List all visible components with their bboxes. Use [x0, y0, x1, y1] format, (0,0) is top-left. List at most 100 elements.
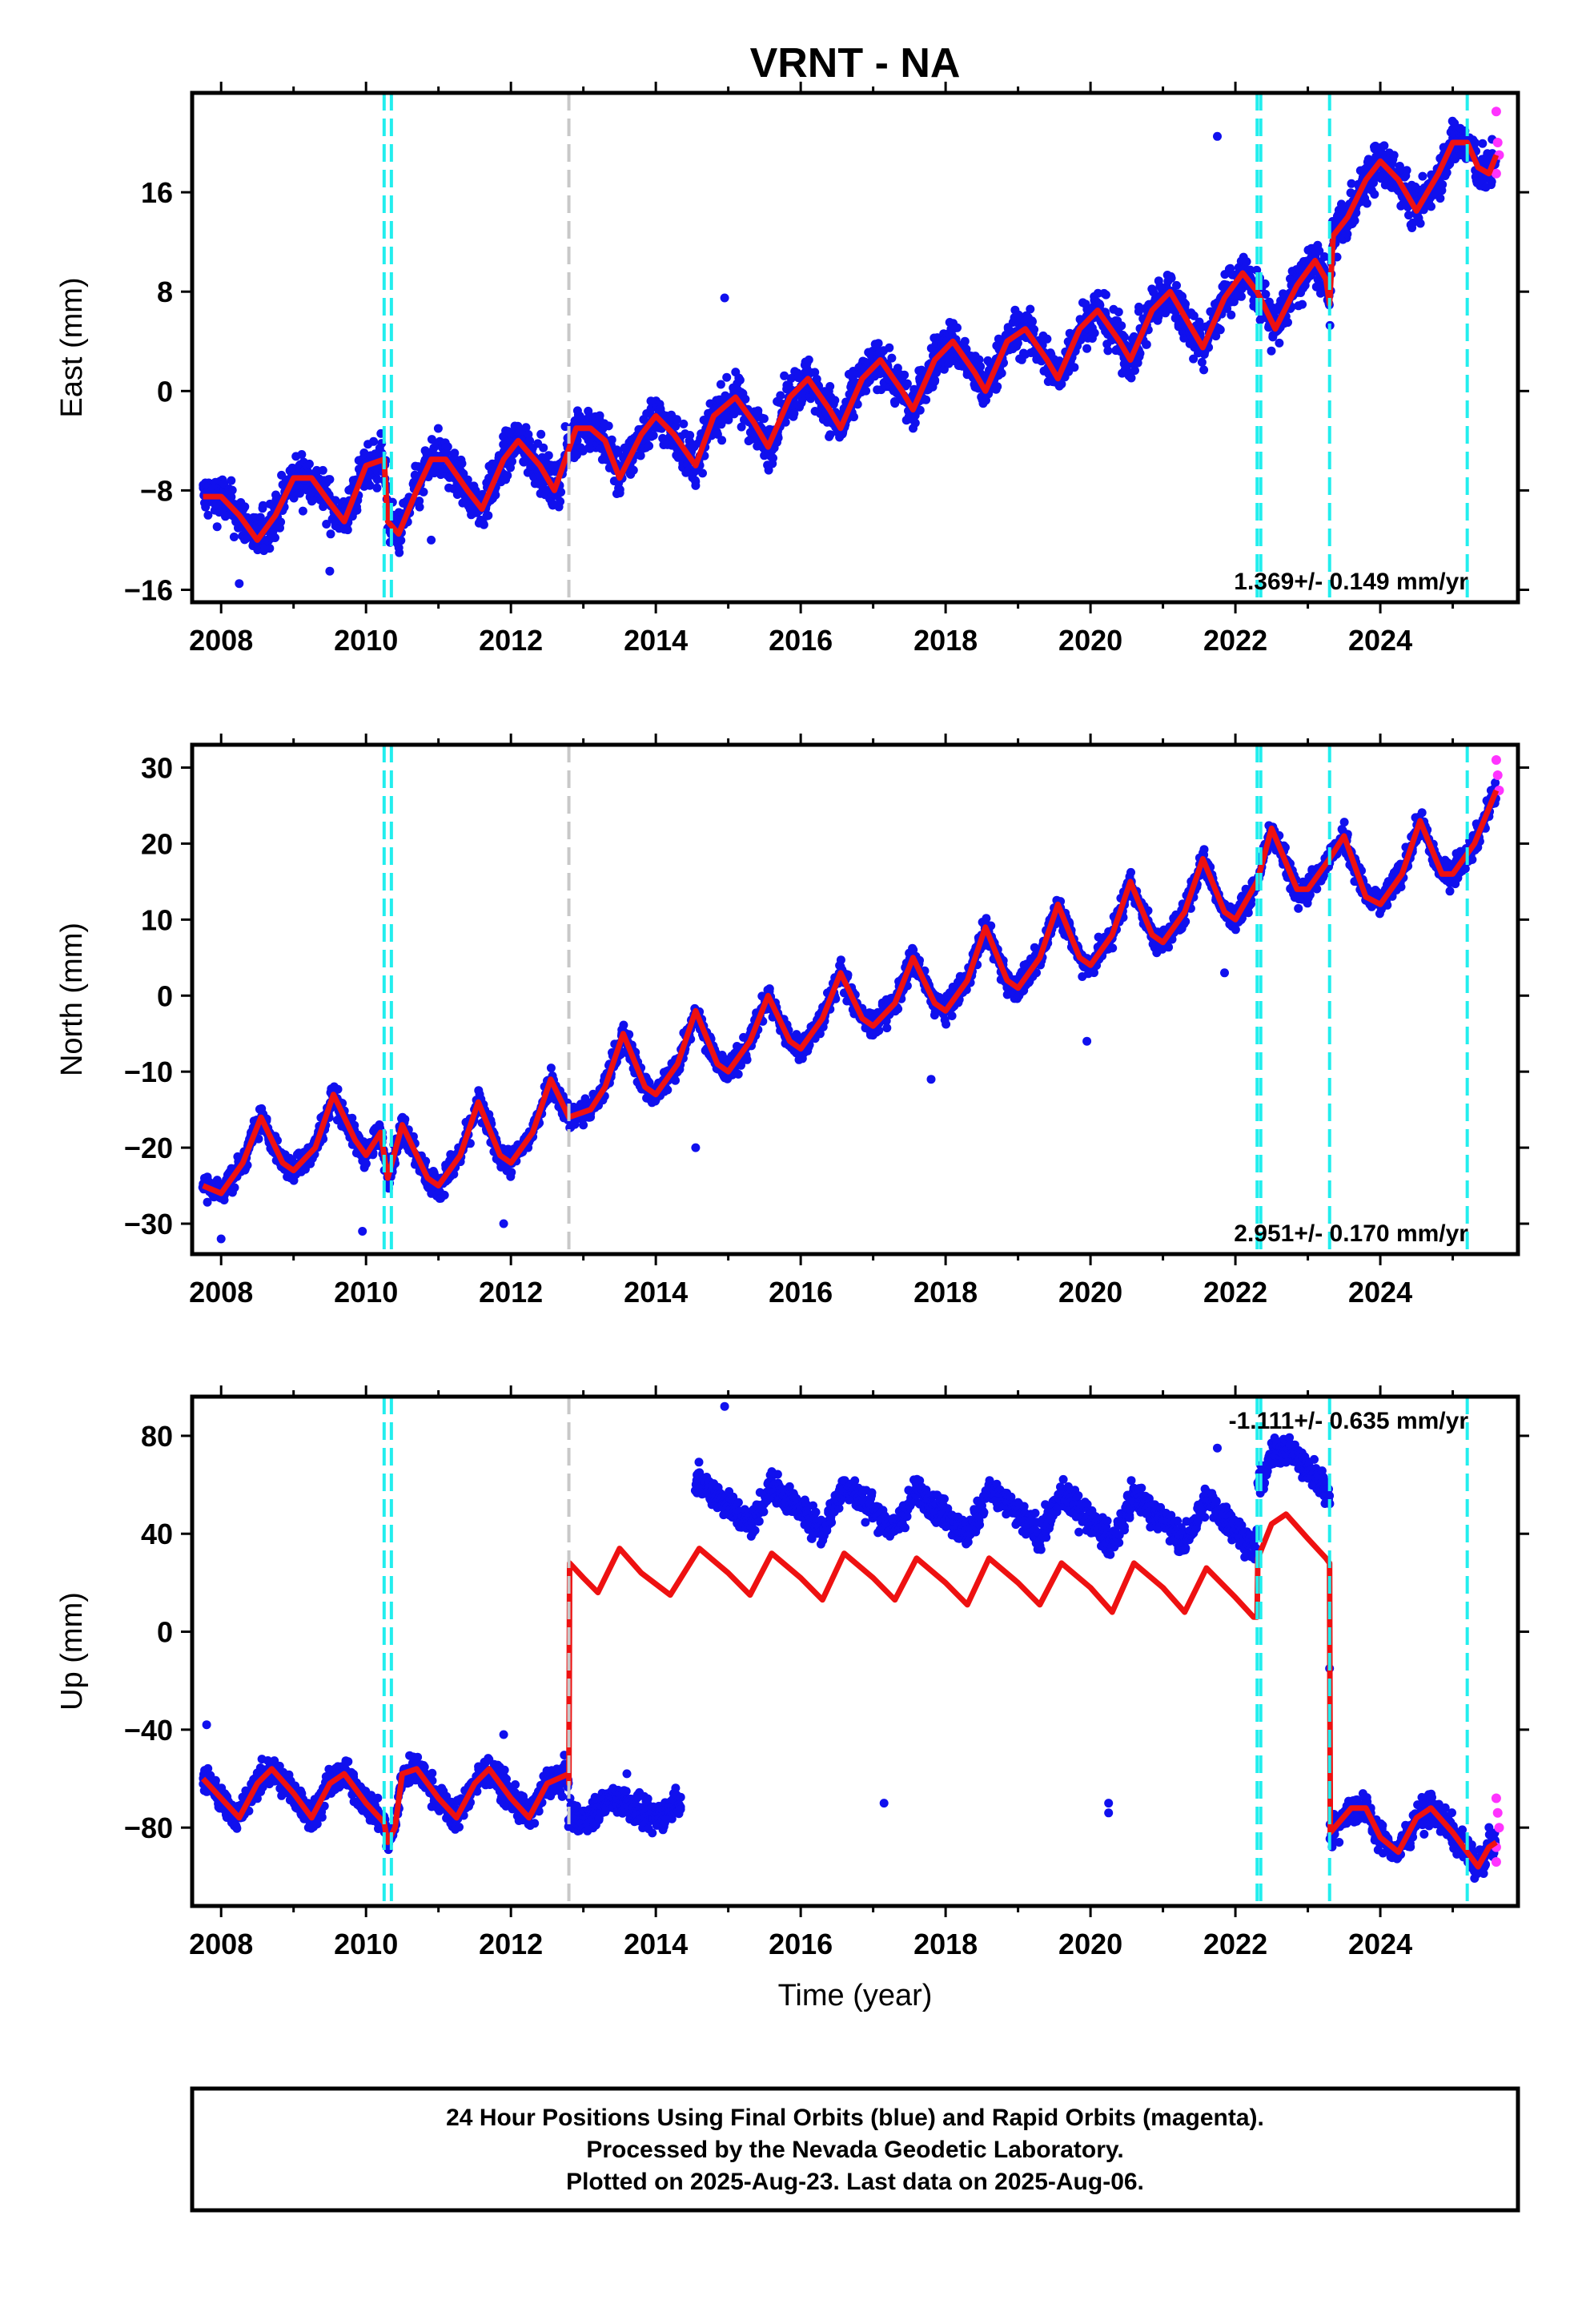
data-point — [1402, 166, 1411, 175]
data-point — [1126, 373, 1136, 383]
data-point — [395, 548, 404, 557]
data-point — [1101, 290, 1110, 300]
data-point — [322, 520, 331, 529]
data-point — [953, 323, 962, 332]
data-point — [648, 431, 658, 440]
data-point — [722, 372, 732, 382]
data-point — [1117, 321, 1126, 331]
data-point — [1197, 357, 1207, 367]
data-point — [230, 1183, 239, 1192]
data-point — [1166, 273, 1176, 283]
x-tick-label: 2012 — [479, 624, 543, 657]
data-point — [628, 465, 638, 475]
data-point — [900, 370, 909, 380]
data-point — [921, 395, 931, 404]
data-point — [861, 386, 871, 396]
data-point — [271, 533, 279, 542]
rapid-point — [1491, 107, 1501, 117]
y-axis-label: East (mm) — [55, 277, 89, 417]
data-point — [982, 914, 991, 923]
data-point — [352, 505, 362, 515]
data-point — [419, 487, 428, 497]
data-point — [942, 1019, 951, 1029]
data-point — [1435, 194, 1445, 203]
data-point — [607, 435, 616, 444]
data-point — [433, 424, 443, 433]
data-point — [507, 1168, 516, 1177]
data-point — [1350, 216, 1359, 225]
data-point — [479, 520, 488, 529]
data-point — [304, 459, 314, 468]
data-point — [887, 353, 897, 363]
data-point — [1298, 300, 1307, 309]
data-point — [331, 496, 340, 505]
data-point — [685, 431, 695, 440]
data-point — [1427, 202, 1435, 211]
data-point — [615, 485, 624, 494]
data-point — [503, 471, 512, 480]
data-point — [457, 459, 467, 468]
data-point — [365, 480, 375, 490]
data-point — [312, 465, 322, 475]
data-point — [396, 536, 406, 545]
data-point — [679, 419, 689, 428]
data-point — [1114, 308, 1123, 317]
chart-title: VRNT - NA — [750, 40, 961, 86]
y-tick-label: −16 — [124, 573, 173, 606]
data-point — [415, 497, 424, 506]
data-point — [343, 525, 352, 535]
x-tick-label: 2024 — [1348, 624, 1412, 657]
data-point — [671, 421, 681, 431]
data-point — [759, 414, 769, 424]
data-point — [372, 475, 382, 485]
data-point — [1070, 363, 1079, 372]
data-point — [671, 1076, 680, 1085]
data-point — [849, 412, 858, 422]
data-point — [463, 475, 472, 485]
velocity-label: 1.369+/- 0.149 mm/yr — [1234, 569, 1468, 595]
x-tick-label: 2016 — [769, 624, 833, 657]
data-point — [1215, 325, 1225, 335]
data-point — [1090, 328, 1099, 338]
data-point — [873, 339, 883, 348]
data-point — [546, 1063, 556, 1073]
data-point — [1227, 310, 1236, 320]
data-point — [636, 451, 645, 460]
x-tick-label: 2018 — [913, 624, 978, 657]
data-point — [902, 379, 912, 388]
data-point — [227, 476, 236, 485]
data-point — [298, 506, 307, 516]
data-point — [1389, 151, 1399, 160]
data-point — [885, 343, 894, 352]
data-point — [579, 1120, 588, 1130]
data-point — [258, 504, 267, 513]
data-point — [716, 380, 725, 389]
data-point — [733, 1069, 743, 1079]
data-point — [491, 490, 500, 500]
final-orbit-points — [199, 116, 1500, 589]
data-point — [830, 396, 840, 405]
data-point — [227, 493, 236, 502]
y-tick-label: 16 — [141, 176, 173, 209]
data-point — [836, 955, 845, 965]
data-point — [825, 382, 835, 391]
data-point — [691, 476, 701, 486]
rapid-point — [1492, 138, 1503, 147]
data-point — [595, 411, 604, 420]
data-point — [427, 435, 436, 444]
y-tick-label: −8 — [140, 474, 173, 507]
data-point — [1026, 304, 1035, 314]
data-point — [735, 376, 745, 385]
y-tick-label: 0 — [157, 375, 173, 408]
data-point — [227, 485, 237, 495]
data-point — [741, 394, 750, 404]
data-point — [1027, 316, 1037, 326]
x-tick-label: 2020 — [1058, 624, 1122, 657]
data-point — [318, 465, 327, 475]
data-point — [297, 450, 307, 459]
outlier-point — [1213, 131, 1222, 141]
data-point — [742, 1055, 752, 1064]
data-point — [804, 355, 813, 364]
data-point — [776, 391, 785, 400]
data-point — [1142, 340, 1151, 349]
